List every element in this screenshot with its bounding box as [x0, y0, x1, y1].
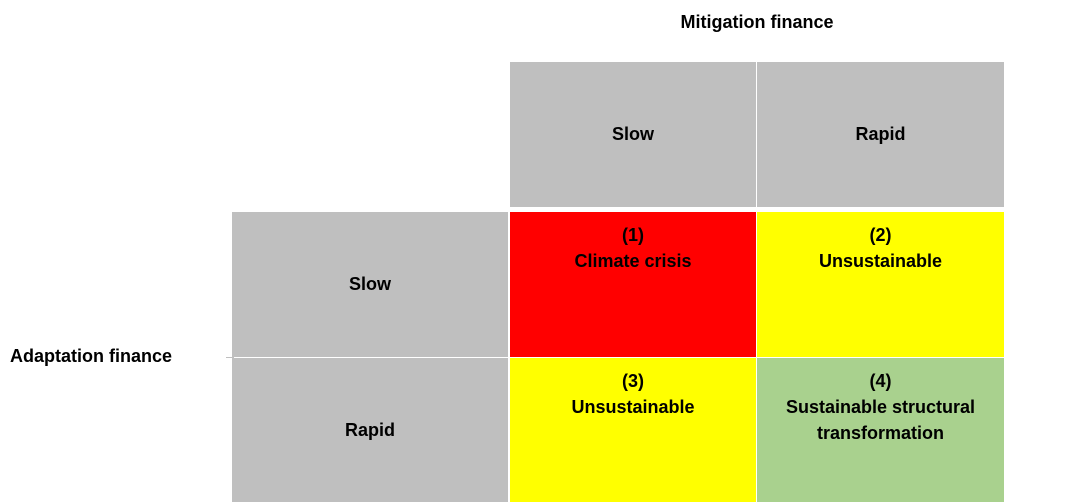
matrix-cell: (1) Climate crisis: [510, 212, 756, 357]
axis-connector: [226, 357, 234, 358]
column-header: Rapid: [757, 62, 1004, 207]
cell-number: (1): [622, 225, 644, 245]
cell-label: Sustainable structural transformation: [785, 397, 976, 443]
cell-label: Climate crisis: [574, 251, 692, 271]
cell-number: (3): [622, 371, 644, 391]
cell-number: (4): [869, 371, 892, 391]
column-axis-label: Mitigation finance: [680, 12, 834, 32]
row-header: Rapid: [232, 358, 508, 502]
row-axis-label: Adaptation finance: [10, 346, 173, 366]
column-header: Slow: [510, 62, 756, 207]
matrix-cell: (2) Unsustainable: [757, 212, 1004, 357]
cell-label: Unsustainable: [571, 397, 695, 417]
cell-number: (2): [869, 225, 892, 245]
matrix-cell: (3) Unsustainable: [510, 358, 756, 502]
row-header: Slow: [232, 212, 508, 357]
matrix-cell: (4) Sustainable structural transformatio…: [757, 358, 1004, 502]
cell-label: Unsustainable: [818, 251, 943, 271]
